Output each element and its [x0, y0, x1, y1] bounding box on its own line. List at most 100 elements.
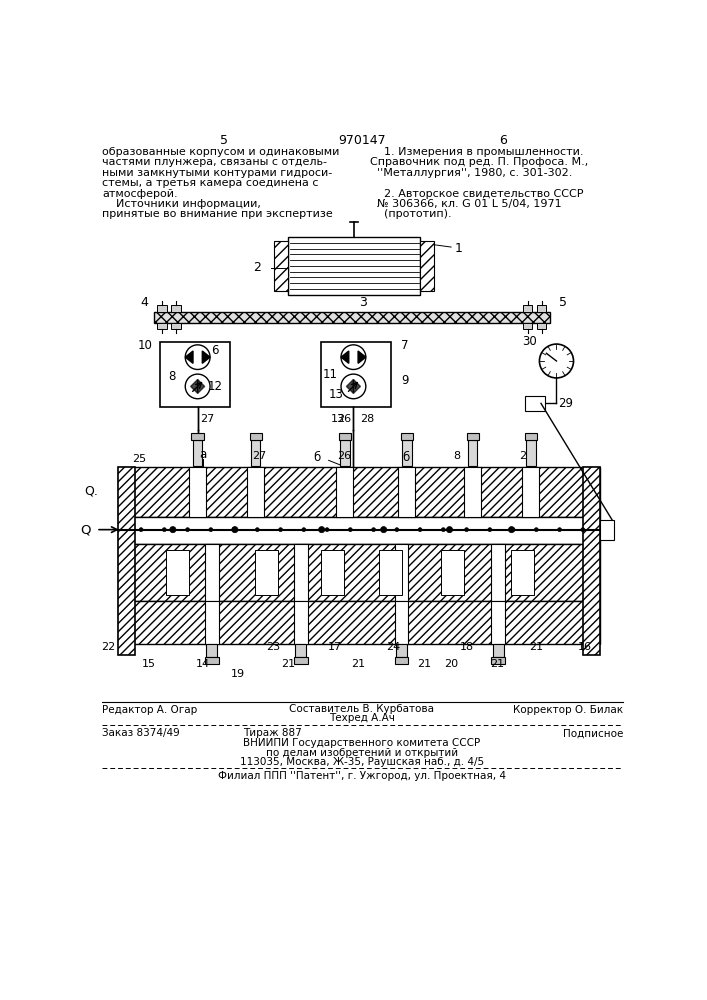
- Circle shape: [325, 528, 329, 532]
- Circle shape: [163, 528, 166, 532]
- Circle shape: [341, 374, 366, 399]
- Circle shape: [302, 528, 305, 532]
- Circle shape: [170, 527, 176, 533]
- Text: 21: 21: [491, 659, 505, 669]
- Polygon shape: [358, 351, 366, 363]
- Text: Q: Q: [80, 523, 90, 536]
- Bar: [158, 323, 167, 329]
- Bar: [193, 440, 202, 466]
- Text: 2: 2: [519, 451, 526, 461]
- Polygon shape: [354, 379, 361, 393]
- Polygon shape: [191, 379, 198, 393]
- Bar: [526, 440, 535, 466]
- Bar: [255, 550, 279, 595]
- Circle shape: [488, 528, 492, 532]
- Bar: [464, 466, 481, 517]
- Text: 13: 13: [331, 414, 345, 424]
- Bar: [118, 601, 600, 644]
- Circle shape: [511, 528, 515, 532]
- Bar: [420, 241, 434, 291]
- Bar: [274, 241, 288, 291]
- Text: 13: 13: [329, 388, 344, 401]
- Text: 18: 18: [460, 642, 474, 652]
- Text: 16: 16: [578, 642, 591, 652]
- Bar: [339, 433, 351, 440]
- Bar: [467, 433, 479, 440]
- Text: 11: 11: [322, 368, 338, 381]
- Text: а: а: [199, 448, 206, 461]
- Text: (прототип).: (прототип).: [370, 209, 451, 219]
- Circle shape: [279, 528, 283, 532]
- Text: Филиал ППП ''Патент'', г. Ужгород, ул. Проектная, 4: Филиал ППП ''Патент'', г. Ужгород, ул. П…: [218, 771, 506, 781]
- Bar: [398, 466, 416, 517]
- Bar: [537, 305, 547, 312]
- Bar: [491, 544, 506, 601]
- Text: 970147: 970147: [338, 134, 386, 147]
- Bar: [247, 466, 264, 517]
- Bar: [510, 550, 534, 595]
- Text: ными замкнутыми контурами гидроси-: ными замкнутыми контурами гидроси-: [103, 168, 332, 178]
- Text: 5: 5: [220, 134, 228, 147]
- Circle shape: [418, 528, 422, 532]
- Circle shape: [232, 527, 238, 533]
- Bar: [396, 644, 407, 657]
- Text: 1: 1: [455, 242, 463, 255]
- Bar: [583, 466, 600, 655]
- Circle shape: [139, 528, 143, 532]
- Bar: [204, 601, 218, 644]
- Circle shape: [255, 528, 259, 532]
- Text: Справочник под ред. П. Профоса. М.,: Справочник под ред. П. Профоса. М.,: [370, 157, 588, 167]
- Text: 3: 3: [360, 296, 368, 309]
- Circle shape: [534, 528, 538, 532]
- Text: 7: 7: [401, 339, 409, 352]
- Polygon shape: [198, 379, 204, 393]
- Bar: [251, 440, 260, 466]
- Text: Источники информации,: Источники информации,: [103, 199, 261, 209]
- Text: 8: 8: [168, 370, 176, 383]
- Circle shape: [508, 527, 515, 533]
- Bar: [321, 550, 344, 595]
- Text: 26: 26: [337, 414, 351, 424]
- Bar: [288, 237, 420, 295]
- Polygon shape: [202, 351, 210, 363]
- Text: 21: 21: [351, 659, 365, 669]
- Text: Подписное: Подписное: [563, 728, 623, 738]
- Bar: [340, 440, 349, 466]
- Text: Заказ 8374/49: Заказ 8374/49: [103, 728, 180, 738]
- Text: частями плунжера, связаны с отдель-: частями плунжера, связаны с отдель-: [103, 157, 327, 167]
- Text: 20: 20: [444, 659, 458, 669]
- Bar: [118, 466, 600, 517]
- Text: 1. Измерения в промышленности.: 1. Измерения в промышленности.: [370, 147, 583, 157]
- Circle shape: [395, 528, 399, 532]
- Bar: [395, 544, 409, 601]
- Text: 21: 21: [530, 642, 544, 652]
- Bar: [395, 601, 409, 644]
- Text: 27: 27: [200, 414, 214, 424]
- Bar: [293, 601, 308, 644]
- Bar: [525, 396, 545, 411]
- Circle shape: [349, 528, 352, 532]
- Bar: [293, 657, 308, 664]
- Text: 5: 5: [559, 296, 567, 309]
- Text: Тираж 887: Тираж 887: [243, 728, 302, 738]
- Text: 14: 14: [196, 659, 210, 669]
- Bar: [395, 657, 409, 664]
- Text: ВНИИПИ Государственного комитета СССР: ВНИИПИ Государственного комитета СССР: [243, 738, 481, 748]
- Text: 113035, Москва, Ж-35, Раушская наб., д. 4/5: 113035, Москва, Ж-35, Раушская наб., д. …: [240, 757, 484, 767]
- Text: 28: 28: [361, 414, 375, 424]
- Text: 6: 6: [499, 134, 507, 147]
- Bar: [441, 550, 464, 595]
- Bar: [321, 342, 391, 407]
- Bar: [204, 544, 218, 601]
- Text: 21: 21: [281, 659, 296, 669]
- Bar: [192, 433, 204, 440]
- Polygon shape: [185, 351, 193, 363]
- Text: Техред А.Ач: Техред А.Ач: [329, 713, 395, 723]
- Circle shape: [341, 345, 366, 369]
- Text: Корректор О. Билак: Корректор О. Билак: [513, 705, 623, 715]
- Text: Составитель В. Курбатова: Составитель В. Курбатова: [289, 704, 434, 714]
- Circle shape: [186, 528, 189, 532]
- Circle shape: [319, 527, 325, 533]
- Bar: [537, 323, 547, 329]
- Bar: [525, 433, 537, 440]
